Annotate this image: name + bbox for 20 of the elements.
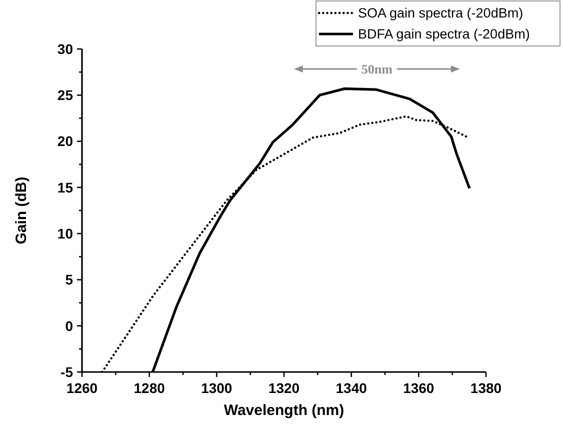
x-tick-label: 1380 [470, 380, 502, 396]
legend-label: BDFA gain spectra (-20dBm) [358, 26, 530, 42]
x-tick-label: 1280 [134, 380, 166, 396]
y-tick-label: 15 [57, 179, 74, 196]
y-tick-label: 30 [57, 40, 74, 57]
y-tick-label: 0 [65, 318, 74, 334]
annotation: 50nm [361, 62, 393, 77]
legend-label: SOA gain spectra (-20dBm) [358, 6, 524, 21]
y-tick-label: 25 [57, 87, 74, 104]
y-tick-label: -5 [60, 364, 74, 380]
y-tick-label: 10 [57, 225, 74, 242]
x-tick-label: 1360 [403, 380, 434, 396]
y-tick-label: 20 [57, 133, 74, 150]
x-axis-title: Wavelength (nm) [224, 402, 344, 419]
x-tick-label: 1340 [336, 380, 368, 396]
y-axis-title: Gain (dB) [13, 176, 30, 244]
x-tick-label: 1260 [66, 380, 98, 396]
x-tick-label: 1300 [201, 380, 232, 396]
y-tick-label: 5 [65, 272, 74, 288]
x-tick-label: 1320 [268, 380, 300, 396]
